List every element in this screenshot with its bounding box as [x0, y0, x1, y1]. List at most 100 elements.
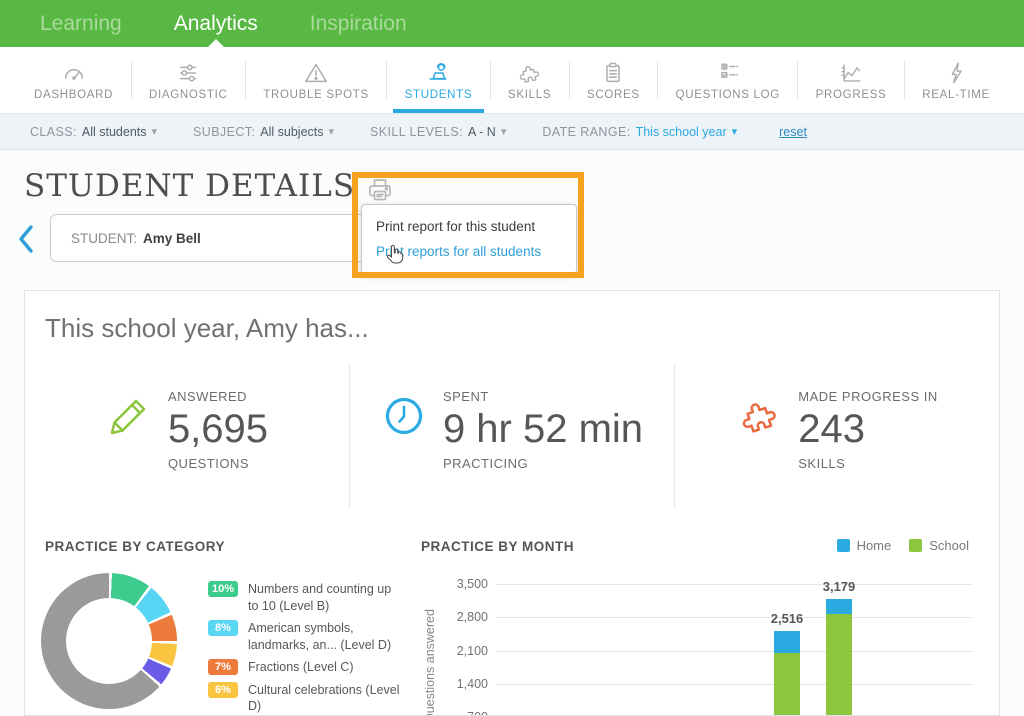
clock-icon — [385, 397, 423, 435]
nav-divider — [244, 61, 246, 99]
legend-item-school: School — [909, 538, 969, 553]
legend-label: Cultural celebrations (Level D) — [248, 682, 400, 714]
active-tab-underline — [392, 109, 485, 113]
secondary-nav-label: REAL-TIME — [922, 88, 990, 101]
hand-cursor-icon — [387, 244, 404, 264]
student-laptop-icon — [429, 62, 448, 80]
stat-value: 9 hr 52 min — [442, 407, 644, 451]
print-menu-item-this-student[interactable]: Print report for this student — [376, 219, 536, 234]
legend-swatch — [836, 539, 850, 552]
clipboard-icon — [606, 62, 621, 82]
secondary-nav-label: SKILLS — [508, 88, 552, 101]
caret-down-icon: ▾ — [328, 126, 335, 138]
secondary-nav-item-real-time[interactable]: REAL-TIME — [916, 47, 996, 113]
secondary-nav-item-trouble-spots[interactable]: TROUBLE SPOTS — [257, 47, 375, 113]
practice-by-category-title: PRACTICE BY CATEGORY — [45, 539, 226, 554]
secondary-nav-item-dashboard[interactable]: DASHBOARD — [28, 47, 119, 113]
summary-intro-text: This school year, Amy has... — [45, 313, 369, 343]
y-axis-tick-label: 700 — [414, 710, 488, 715]
bar-segment-school — [826, 613, 852, 715]
filter-value: This school year — [635, 124, 727, 139]
top-nav-item-inspiration[interactable]: Inspiration — [309, 11, 407, 35]
donut-legend: 10% Numbers and counting up to 10 (Level … — [208, 581, 408, 715]
filter-class[interactable]: CLASS: All students ▾ — [30, 125, 157, 139]
printer-icon — [369, 179, 391, 201]
legend-series-label: Home — [856, 538, 892, 553]
stat-label-top: MADE PROGRESS IN — [798, 389, 938, 404]
legend-percent-badge: 7% — [208, 659, 238, 675]
legend-swatch — [909, 539, 923, 552]
filter-skill-levels[interactable]: SKILL LEVELS: A - N ▾ — [370, 125, 506, 139]
secondary-nav-item-diagnostic[interactable]: DIAGNOSTIC — [143, 47, 234, 113]
donut-legend-item: 10% Numbers and counting up to 10 (Level … — [208, 581, 408, 614]
y-axis-tick-label: 2,800 — [456, 610, 488, 625]
stat-practicing: SPENT 9 hr 52 min PRACTICING — [349, 363, 674, 509]
secondary-nav-item-skills[interactable]: SKILLS — [502, 47, 557, 113]
gridline — [496, 650, 972, 652]
practice-by-category-donut-chart — [41, 573, 177, 709]
filter-subject[interactable]: SUBJECT: All subjects ▾ — [193, 125, 334, 139]
top-nav-item-analytics[interactable]: Analytics — [174, 0, 258, 47]
gauge-icon — [64, 68, 83, 80]
student-selector-value: Amy Bell — [143, 230, 201, 246]
student-selector-label: STUDENT: — [71, 230, 138, 246]
bar-segment-home — [774, 630, 800, 653]
secondary-nav-item-students[interactable]: STUDENTS — [392, 47, 485, 113]
donut-legend-item: 6% Cultural celebrations (Level D) — [208, 681, 408, 715]
donut-legend-item: 7% Fractions (Level C) — [208, 659, 408, 676]
stat-label-top: ANSWERED — [167, 389, 248, 404]
page-title: STUDENT DETAILS — [24, 168, 356, 204]
filter-date-range[interactable]: DATE RANGE: This school year ▾ — [542, 125, 737, 139]
secondary-nav-item-scores[interactable]: SCORES — [581, 47, 646, 113]
stat-label-bottom: SKILLS — [798, 456, 846, 471]
caret-down-icon: ▾ — [731, 126, 738, 138]
bar-chart-legend: Home School — [836, 538, 969, 553]
legend-percent-badge: 6% — [208, 681, 238, 698]
previous-student-button[interactable] — [16, 223, 36, 255]
legend-percent-badge: 8% — [208, 620, 238, 636]
secondary-nav: DASHBOARD DIAGNOSTIC TROUBLE SPOTS STUDENTS… — [0, 47, 1024, 113]
filter-label: CLASS: — [30, 124, 77, 139]
filter-value: All subjects — [260, 124, 324, 139]
filter-bar: CLASS: All students ▾ SUBJECT: All subjects ▾… — [0, 113, 1024, 150]
top-nav-item-learning[interactable]: Learning — [40, 11, 122, 35]
print-menu-item-all-students[interactable]: Print reports for all students — [376, 244, 542, 259]
bar-total-label: 3,179 — [822, 579, 856, 595]
secondary-nav-item-questions-log[interactable]: QUESTIONS LOG — [670, 47, 786, 113]
secondary-nav-label: DIAGNOSTIC — [148, 88, 228, 101]
warning-triangle-icon — [305, 63, 328, 82]
stat-skills: MADE PROGRESS IN 243 SKILLS — [674, 363, 999, 509]
secondary-nav-item-progress[interactable]: PROGRESS — [810, 47, 893, 113]
filter-label: DATE RANGE: — [542, 124, 631, 139]
filter-label: SUBJECT: — [193, 124, 256, 139]
bar-segment-home — [826, 599, 852, 614]
legend-series-label: School — [929, 538, 969, 553]
caret-down-icon: ▾ — [151, 126, 158, 138]
legend-percent-badge: 10% — [208, 581, 238, 597]
nav-divider — [386, 61, 388, 99]
gridline — [496, 583, 972, 585]
reset-filters-link[interactable]: reset — [779, 124, 807, 139]
nav-divider — [657, 61, 659, 99]
legend-label: Fractions (Level C) — [248, 660, 354, 674]
filter-value: All students — [81, 124, 147, 139]
secondary-nav-label: SCORES — [587, 88, 640, 101]
practice-by-month-title: PRACTICE BY MONTH — [421, 539, 575, 554]
stat-value: 243 — [798, 407, 866, 451]
nav-divider — [797, 61, 799, 99]
y-axis-tick-label: 2,100 — [456, 643, 488, 658]
student-summary-card: This school year, Amy has... ANSWERED 5,6… — [24, 290, 1000, 716]
secondary-nav-label: DASHBOARD — [34, 88, 114, 101]
secondary-nav-label: STUDENTS — [404, 88, 473, 101]
stat-questions: ANSWERED 5,695 QUESTIONS — [25, 363, 349, 509]
line-chart-icon — [841, 63, 861, 82]
stat-value: 5,695 — [167, 407, 269, 451]
print-button[interactable] — [365, 175, 395, 205]
legend-label: Numbers and counting up to 10 (Level B) — [248, 582, 392, 613]
secondary-nav-label: PROGRESS — [815, 88, 887, 101]
puzzle-icon — [743, 403, 777, 433]
stat-label-top: SPENT — [442, 389, 489, 404]
filter-value: A - N — [468, 124, 496, 139]
filter-label: SKILL LEVELS: — [370, 124, 464, 139]
top-nav: Learning Analytics Inspiration — [0, 0, 1024, 47]
